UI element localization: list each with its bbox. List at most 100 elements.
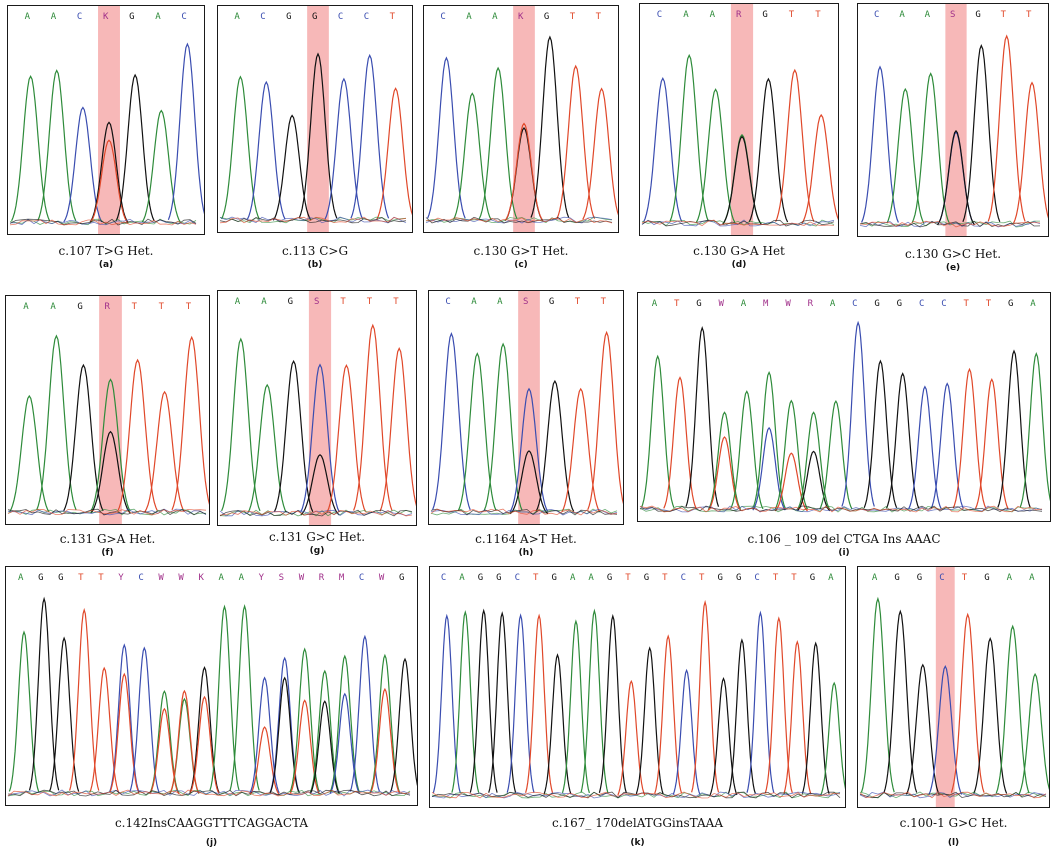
trace-peak (561, 387, 601, 512)
base-letter: G (38, 573, 44, 583)
trace-peak (775, 68, 815, 222)
label-e: (e) (945, 263, 961, 273)
trace-peak (189, 665, 220, 793)
base-letter: G (916, 573, 923, 583)
label-a: (a) (98, 260, 114, 270)
trace-peak (587, 330, 623, 510)
label-c: (c) (514, 260, 528, 270)
caption-i: c.106 _ 109 del CTGA Ins AAAC (747, 532, 941, 546)
trace-peak (709, 677, 738, 796)
trace-peak (796, 411, 831, 510)
base-letter: W (718, 299, 724, 309)
base-letter: G (975, 10, 981, 20)
base-letter: A (234, 297, 241, 307)
trace-peak (452, 92, 492, 220)
trace-peak (246, 80, 286, 220)
trace-peak (117, 358, 158, 511)
trace-baseline (859, 791, 1047, 799)
trace-peak (707, 436, 742, 511)
trace-baseline (641, 219, 835, 227)
trace-peak (272, 114, 312, 221)
trace-peak (300, 363, 340, 513)
trace-peak (1013, 81, 1048, 224)
trace-peak (89, 121, 129, 223)
variant-highlight (935, 567, 955, 807)
trace-peak (669, 53, 709, 222)
trace-peak (1018, 672, 1049, 795)
base-letter: C (754, 573, 760, 583)
trace-peak (221, 337, 261, 512)
base-letter: A (1029, 573, 1035, 583)
trace-baseline (431, 791, 841, 799)
trace-baseline (219, 217, 407, 224)
base-letter: G (312, 12, 318, 22)
base-letter: C (918, 299, 925, 309)
label-l: (l) (947, 838, 960, 848)
base-letter: A (492, 12, 498, 22)
trace-peak (640, 354, 675, 508)
trace-peak (149, 707, 180, 795)
trace-peak (369, 653, 401, 793)
base-letter: G (643, 573, 650, 583)
base-letter: C (852, 299, 858, 309)
caption-a: c.107 T>G Het. (58, 244, 154, 258)
base-letter: G (398, 573, 405, 583)
base-letter: A (651, 299, 658, 309)
base-letter: G (551, 573, 557, 583)
trace-peak (796, 450, 831, 512)
trace-peak (90, 430, 131, 514)
base-letter: S (950, 10, 956, 20)
trace-peak (801, 113, 838, 224)
base-letter: A (497, 297, 503, 307)
trace-plot (859, 567, 1049, 807)
base-letter: C (358, 573, 365, 583)
label-b: (b) (307, 260, 323, 270)
trace-peak (249, 726, 280, 795)
trace-baseline (7, 789, 411, 797)
base-letter: G (696, 299, 702, 309)
trace-peak (63, 106, 103, 223)
trace-peak (432, 332, 471, 510)
base-letter: C (941, 299, 947, 309)
base-letter: T (699, 573, 705, 583)
base-letter: T (1026, 10, 1032, 20)
trace-peak (886, 87, 925, 224)
base-letter: T (574, 297, 581, 307)
trace-baseline (9, 219, 197, 226)
trace-peak (28, 596, 60, 791)
base-letter: Y (258, 573, 265, 583)
trace-baseline (641, 219, 835, 227)
base-letter: C (680, 573, 687, 583)
base-letter: A (155, 12, 161, 22)
trace-baseline (219, 509, 413, 517)
trace-peak (930, 382, 964, 509)
base-letter: W (178, 573, 184, 583)
variant-highlight (513, 6, 535, 232)
trace-peak (883, 609, 918, 793)
trace-peak (997, 349, 1031, 508)
base-letter: C (939, 573, 945, 583)
base-letter: T (673, 299, 680, 309)
label-f: (f) (101, 548, 114, 558)
base-letter: G (77, 302, 83, 312)
trace-baseline (430, 508, 618, 516)
trace-peak (841, 320, 875, 507)
trace-peak (973, 637, 1008, 794)
base-letter: T (185, 302, 192, 312)
trace-plot (431, 599, 845, 799)
trace-peak (109, 672, 140, 794)
trace-peak (905, 663, 940, 795)
trace-peak (654, 634, 683, 794)
caption-e: c.130 G>C Het. (904, 247, 1002, 261)
base-letter: T (625, 573, 631, 583)
trace-plot (7, 596, 417, 797)
base-letter: T (131, 302, 137, 312)
trace-plot (859, 4, 1048, 236)
base-letter: C (76, 12, 83, 22)
trace-peak (289, 647, 320, 793)
